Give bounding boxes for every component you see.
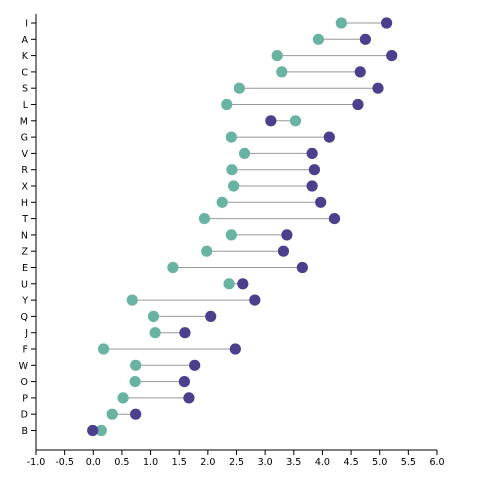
y-tick-label: X <box>21 182 28 193</box>
y-tick-label: B <box>21 426 28 437</box>
x-tick-label: 4.0 <box>315 457 330 468</box>
teal-point <box>97 343 110 355</box>
y-tick-label: U <box>21 279 28 290</box>
teal-point <box>216 196 228 208</box>
purple-point <box>205 310 217 322</box>
teal-point <box>106 408 118 420</box>
x-tick-label: 2.0 <box>200 457 215 468</box>
purple-point <box>359 33 371 45</box>
teal-point <box>289 115 302 127</box>
purple-point <box>352 98 364 111</box>
purple-point <box>380 17 393 29</box>
teal-point <box>130 359 142 371</box>
y-tick-label: D <box>21 410 28 421</box>
purple-point <box>328 213 341 225</box>
purple-point <box>281 229 293 241</box>
x-tick-label: 3.5 <box>286 457 301 468</box>
teal-point <box>312 33 325 45</box>
x-tick-label: 1.5 <box>172 457 187 468</box>
y-tick-label: Z <box>21 247 28 258</box>
x-tick-label: 5.5 <box>401 457 416 468</box>
y-tick-label: J <box>24 328 28 339</box>
purple-point <box>237 278 249 290</box>
teal-point <box>223 278 235 290</box>
x-axis: -1.0 -0.5 0.0 0.5 1.0 1.5 2.0 2.5 3.0 3.5 4.0 4.5 5.… <box>27 449 445 468</box>
teal-point <box>147 310 160 322</box>
purple-point <box>189 359 201 371</box>
y-tick-label: T <box>21 214 28 225</box>
purple-point <box>354 66 366 78</box>
purple-point <box>372 82 384 94</box>
teal-point <box>117 392 129 404</box>
x-tick-label: 1.0 <box>143 457 158 468</box>
teal-point <box>233 82 245 94</box>
purple-point <box>306 147 318 159</box>
purple-point <box>178 376 190 388</box>
purple-point <box>87 424 99 437</box>
teal-point <box>167 261 179 274</box>
y-tick-label: S <box>22 84 28 95</box>
purple-point <box>249 294 261 306</box>
y-tick-label: F <box>23 345 28 356</box>
x-tick-label: 3.0 <box>258 457 273 468</box>
teal-point <box>126 294 138 306</box>
x-tick-label: 0.0 <box>86 457 101 468</box>
y-tick-label: G <box>21 133 28 144</box>
y-tick-label: C <box>21 67 28 78</box>
x-tick-label: -1.0 <box>27 457 46 468</box>
teal-point <box>198 213 211 225</box>
y-tick-label: R <box>21 165 28 176</box>
teal-point <box>228 180 240 192</box>
teal-point <box>225 229 237 241</box>
teal-point <box>95 424 107 437</box>
connector-lines <box>92 22 392 431</box>
y-tick-label: I <box>25 19 28 30</box>
y-tick-label: E <box>22 263 28 274</box>
purple-point <box>315 196 327 208</box>
y-tick-label: W <box>19 361 29 372</box>
y-tick-label: O <box>21 377 28 388</box>
y-tick-label: M <box>20 116 28 127</box>
purple-point <box>323 131 335 143</box>
teal-point <box>221 98 233 111</box>
purple-point <box>277 245 290 257</box>
x-tick-label: -0.5 <box>55 457 74 468</box>
y-tick-label: A <box>22 35 29 46</box>
y-tick-label: V <box>22 149 29 160</box>
purple-point <box>179 327 191 339</box>
data-points <box>87 17 398 437</box>
y-tick-label: H <box>21 198 28 209</box>
teal-point <box>201 245 213 257</box>
x-tick-label: 4.5 <box>344 457 359 468</box>
purple-point <box>183 392 195 404</box>
teal-point <box>225 131 237 143</box>
x-tick-label: 2.5 <box>229 457 244 468</box>
y-tick-label: Y <box>21 296 28 307</box>
purple-point <box>306 180 318 192</box>
x-tick-label: 0.5 <box>114 457 129 468</box>
y-tick-label: P <box>22 393 28 404</box>
purple-point <box>308 164 321 176</box>
teal-point <box>226 164 238 176</box>
teal-point <box>238 147 251 159</box>
purple-point <box>265 115 277 127</box>
purple-point <box>130 408 142 420</box>
purple-point <box>386 50 398 62</box>
purple-point <box>296 261 308 274</box>
purple-point <box>229 343 241 355</box>
teal-point <box>276 66 288 78</box>
x-tick-label: 6.0 <box>429 457 444 468</box>
y-tick-label: Q <box>21 312 28 323</box>
teal-point <box>149 327 161 339</box>
y-tick-label: N <box>21 230 28 241</box>
y-tick-label: K <box>22 51 29 62</box>
teal-point <box>129 376 141 388</box>
x-tick-label: 5.0 <box>372 457 387 468</box>
y-tick-label: L <box>23 100 29 111</box>
teal-point <box>335 17 347 29</box>
teal-point <box>271 50 283 62</box>
